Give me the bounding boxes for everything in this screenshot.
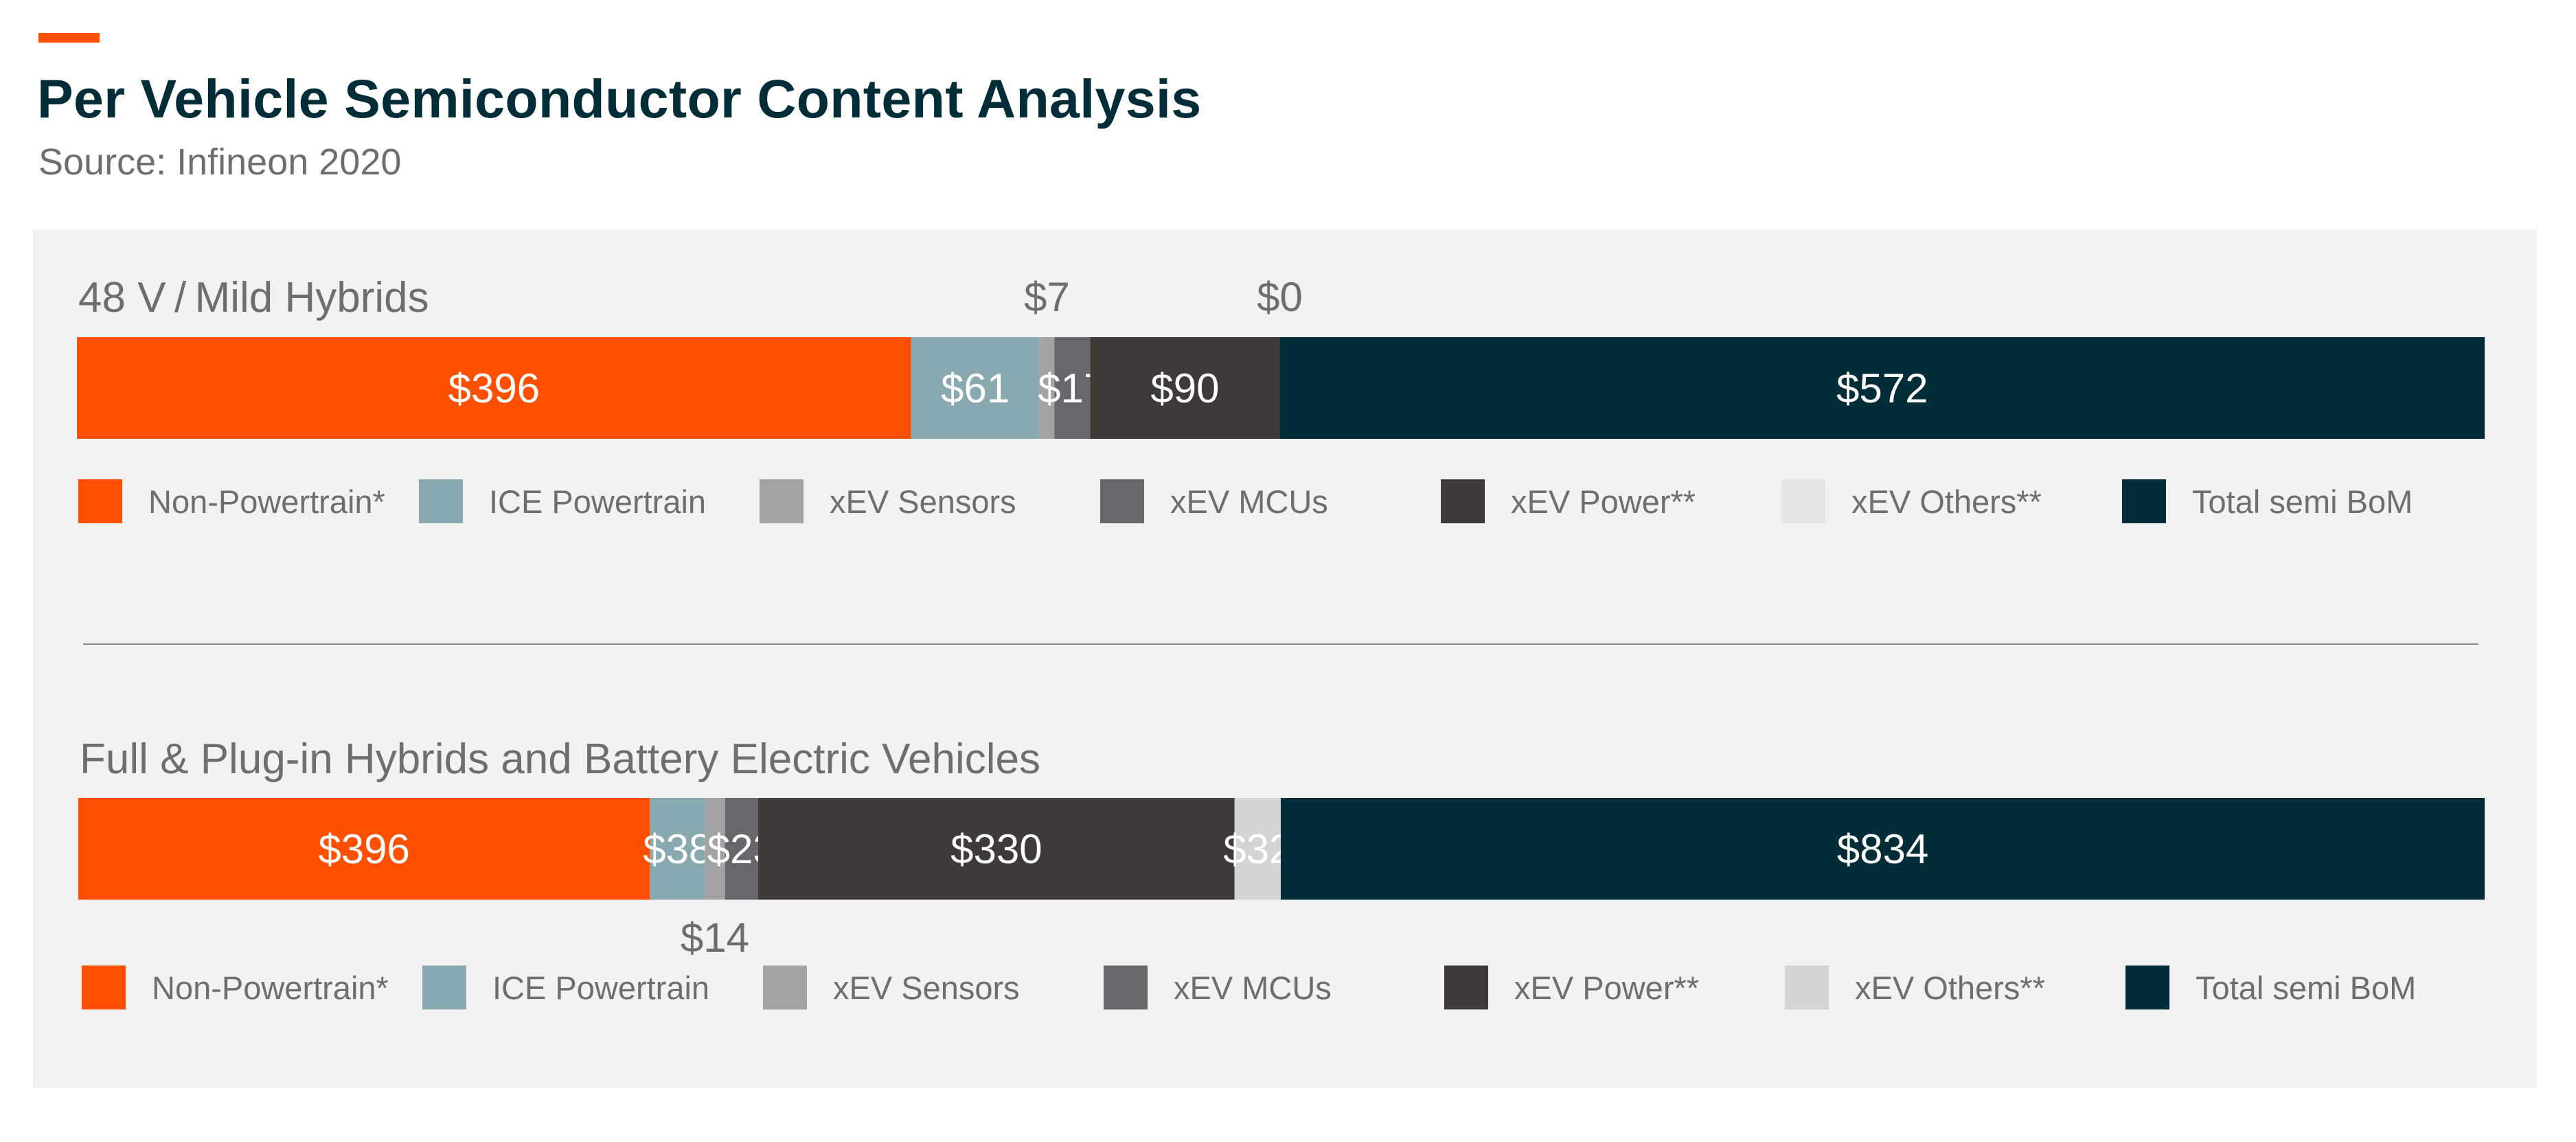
chart-2-bar-segment <box>705 798 725 900</box>
chart-1-legend-label: Total semi BoM <box>2192 483 2413 520</box>
chart-1-legend-label: xEV Others** <box>1851 483 2042 520</box>
chart-1-legend-label: xEV MCUs <box>1170 483 1328 520</box>
chart-1-bar-segment <box>1054 337 1091 439</box>
chart-1-legend-swatch <box>1781 479 1825 523</box>
stacked-bar-charts: 48 V / Mild Hybrids $396 Non-Powertrain* $6… <box>77 274 2485 1009</box>
chart-1-bar-segment <box>1279 337 2485 439</box>
chart-1-data-label: $396 <box>448 365 540 411</box>
chart-1-legend-swatch <box>419 479 463 523</box>
chart-1-legend-swatch <box>1100 479 1144 523</box>
chart-2-bar-segment <box>725 798 759 900</box>
chart-2-legend-swatch <box>763 966 807 1009</box>
chart-2-legend-swatch <box>2125 966 2169 1009</box>
chart-2-bar-segment <box>1234 798 1281 900</box>
chart-2-legend-swatch <box>1785 966 1829 1009</box>
chart-1-data-label: $0 <box>1257 274 1303 320</box>
chart-2-legend-swatch <box>82 966 126 1009</box>
chart-2-legend-swatch <box>422 966 466 1009</box>
chart-2-data-label: $330 <box>950 826 1042 872</box>
chart-2-bar-segment <box>650 798 705 900</box>
chart-2-legend-label: Non-Powertrain* <box>152 970 389 1006</box>
chart-1-data-label: $90 <box>1150 365 1219 411</box>
chart-1-data-label: $7 <box>1024 274 1070 320</box>
chart-1-legend-label: ICE Powertrain <box>489 483 706 520</box>
page-title: Per Vehicle Semiconductor Content Analys… <box>37 68 1202 129</box>
chart-1-bar-segment <box>1090 337 1280 439</box>
chart-2-legend-label: xEV MCUs <box>1174 970 1332 1006</box>
chart-2-title: Full & Plug-in Hybrids and Battery Elect… <box>80 735 1040 783</box>
chart-2-legend-label: xEV Others** <box>1855 970 2045 1006</box>
accent-dash <box>38 33 100 43</box>
chart-1-data-label: $572 <box>1836 365 1928 411</box>
chart-1-bar-segment <box>911 337 1040 439</box>
chart-2-legend-label: ICE Powertrain <box>492 970 709 1006</box>
chart-1-title: 48 V / Mild Hybrids <box>78 274 429 321</box>
chart-2-data-label: $396 <box>318 826 409 872</box>
chart-2-bar-segment <box>758 798 1235 900</box>
chart-2-legend-label: xEV Power** <box>1514 970 1699 1006</box>
chart-1-legend-label: xEV Sensors <box>830 483 1016 520</box>
chart-2-data-label: $38 <box>643 826 711 872</box>
chart-1-legend-label: Non-Powertrain* <box>148 483 385 520</box>
chart-2-legend-swatch <box>1104 966 1148 1009</box>
chart-2-bar-segment <box>1280 798 2485 900</box>
chart-2-bar-segment <box>78 798 650 900</box>
chart-2-legend-label: xEV Sensors <box>833 970 1020 1006</box>
chart-1-bar-segment <box>77 337 911 439</box>
chart-2-data-label: $834 <box>1837 826 1928 872</box>
chart-2-legend-swatch <box>1444 966 1488 1009</box>
chart-2-legend-label: Total semi BoM <box>2196 970 2416 1006</box>
chart-panel: 48 V / Mild Hybrids $396 Non-Powertrain* $6… <box>33 229 2537 1088</box>
source-note: Source: Infineon 2020 <box>38 141 402 183</box>
chart-1-legend-label: xEV Power** <box>1511 483 1696 520</box>
chart-1-data-label: $61 <box>941 365 1010 411</box>
chart-2-data-label: $32 <box>1223 826 1292 872</box>
chart-1-legend-swatch <box>760 479 803 523</box>
chart-1-legend-swatch <box>2122 479 2166 523</box>
chart-1-legend-swatch <box>78 479 122 523</box>
chart-1-legend-swatch <box>1441 479 1485 523</box>
chart-1-bar-segment <box>1039 337 1055 439</box>
chart-2-data-label: $14 <box>681 915 749 961</box>
